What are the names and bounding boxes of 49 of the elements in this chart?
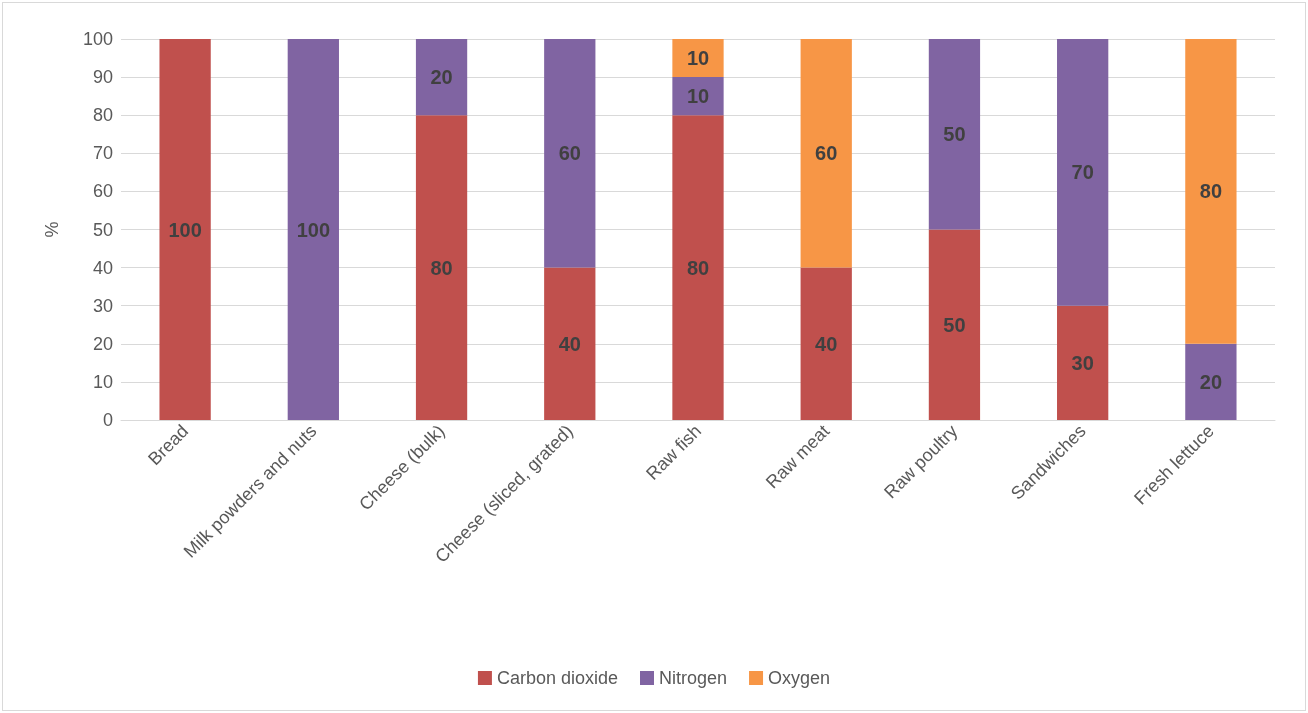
- data-label: 80: [686, 256, 710, 279]
- data-label: 50: [943, 313, 966, 336]
- y-tick-label: 10: [92, 371, 113, 392]
- y-tick-label: 100: [82, 29, 113, 49]
- y-tick-label: 60: [92, 181, 113, 202]
- data-label: 100: [168, 218, 202, 241]
- y-tick-label: 90: [92, 67, 113, 88]
- data-label: 10: [686, 85, 710, 108]
- y-tick-label: 0: [102, 410, 113, 430]
- legend-label: Oxygen: [768, 668, 831, 688]
- bar: [544, 267, 596, 420]
- bar: [1185, 343, 1237, 420]
- bar: [672, 115, 724, 420]
- data-label: 80: [430, 256, 453, 279]
- data-label: 20: [430, 66, 453, 89]
- bar: [159, 39, 211, 420]
- y-tick-label: 70: [92, 143, 113, 164]
- bar: [1057, 305, 1109, 420]
- bar: [415, 39, 468, 116]
- bar: [672, 77, 724, 116]
- bar: [287, 39, 339, 420]
- bar: [544, 39, 596, 268]
- legend-label: Carbon dioxide: [496, 668, 618, 688]
- data-label: 50: [943, 123, 966, 146]
- bar: [672, 39, 724, 78]
- data-label: 80: [1199, 180, 1223, 203]
- bar: [415, 115, 468, 420]
- data-label: 40: [558, 332, 581, 355]
- legend-label: Nitrogen: [659, 668, 728, 688]
- data-label: 70: [1071, 161, 1094, 184]
- bar: [1057, 39, 1109, 306]
- y-tick-label: 20: [92, 333, 113, 354]
- data-label: 10: [686, 47, 710, 70]
- y-tick-label: 40: [92, 257, 113, 278]
- data-label: 60: [815, 142, 838, 165]
- y-tick-label: 30: [92, 295, 113, 316]
- data-label: 60: [558, 142, 581, 165]
- y-axis-title: %: [42, 221, 62, 238]
- bar: [800, 267, 852, 420]
- data-label: 40: [815, 332, 838, 355]
- y-tick-label: 50: [92, 219, 113, 240]
- data-label: 20: [1199, 370, 1223, 393]
- bar: [928, 39, 981, 230]
- bar: [800, 39, 852, 268]
- data-label: 30: [1071, 351, 1094, 374]
- bar: [928, 229, 981, 420]
- y-tick-label: 80: [92, 105, 113, 126]
- bar: [1185, 39, 1237, 344]
- data-label: 100: [296, 218, 331, 241]
